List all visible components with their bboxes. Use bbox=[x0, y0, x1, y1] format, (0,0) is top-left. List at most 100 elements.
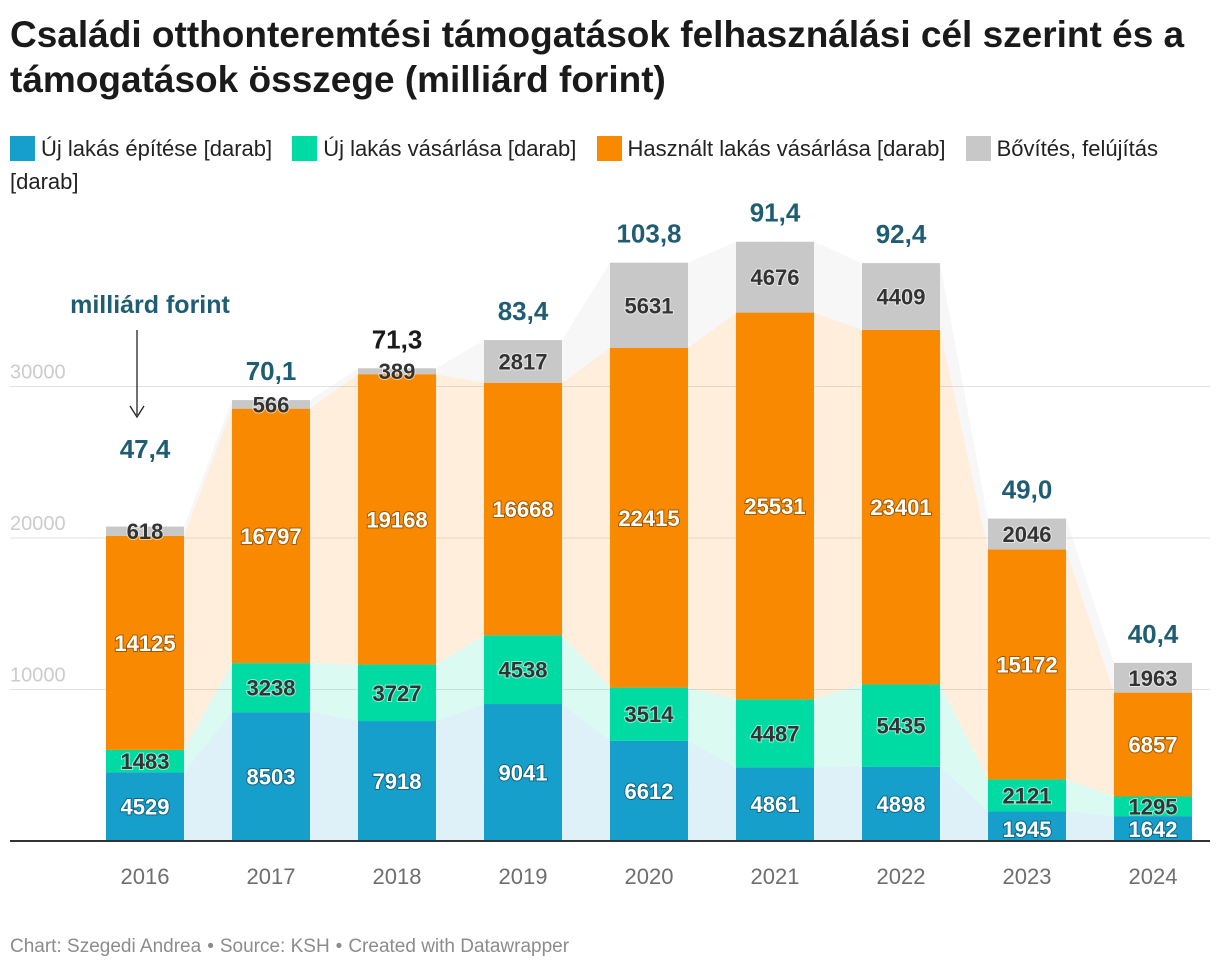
bar-segment-2017-s1 bbox=[232, 712, 310, 841]
bar-segment-2018-s4 bbox=[358, 368, 436, 375]
total-label-2018: 71,3 bbox=[372, 324, 423, 354]
annotation-arrowhead bbox=[129, 405, 145, 419]
y-tick-label: 10000 bbox=[10, 665, 66, 687]
bar-value-label: 2046 bbox=[1003, 522, 1052, 547]
bar-value-label: 6612 bbox=[625, 779, 674, 804]
bar-value-label: 1642 bbox=[1129, 817, 1178, 842]
bar-value-label: 566 bbox=[253, 392, 290, 417]
bar-segment-2023-s3 bbox=[988, 549, 1066, 780]
bar-value-labels: 4529 8503 7918 9041 6612 4861 4898 1945 1642 1483… bbox=[113, 264, 1178, 843]
bar-value-label: 5631 bbox=[625, 293, 674, 318]
bar-value-label: 4487 bbox=[751, 721, 800, 746]
bar-value-label: 3514 bbox=[625, 702, 675, 727]
bar-segment-2017-s4 bbox=[232, 400, 310, 409]
x-tick-label: 2023 bbox=[1003, 864, 1052, 889]
x-tick-label: 2020 bbox=[625, 864, 674, 889]
x-tick-label: 2018 bbox=[373, 864, 422, 889]
bar-segment-2024-s3 bbox=[1114, 692, 1192, 797]
legend-label-used-purchase: Használt lakás vásárlása [darab] bbox=[627, 136, 946, 161]
total-label-2021: 91,4 bbox=[750, 198, 801, 228]
bar-value-label: 25531 bbox=[744, 494, 805, 519]
bar-value-label: 22415 bbox=[618, 506, 679, 531]
total-label-2019: 83,4 bbox=[498, 296, 549, 326]
x-tick-label: 2024 bbox=[1129, 864, 1178, 889]
bar-value-label: 9041 bbox=[499, 761, 548, 786]
x-tick-label: 2021 bbox=[751, 864, 800, 889]
bar-value-label: 14125 bbox=[114, 631, 175, 656]
legend-swatch-new-purchase bbox=[292, 136, 318, 161]
bar-value-label: 2817 bbox=[499, 349, 548, 374]
legend-swatch-renovation bbox=[965, 136, 991, 161]
bar-segment-2016-s2 bbox=[106, 749, 184, 773]
bar-segment-2018-s3 bbox=[358, 374, 436, 665]
bar-value-label: 4861 bbox=[751, 792, 800, 817]
bar-value-label: 1483 bbox=[121, 749, 170, 774]
bar-segment-2020-s4 bbox=[610, 262, 688, 349]
legend-label-renovation: Bővítés, felújítás [darab] bbox=[10, 136, 1158, 194]
bar-segment-2019-s3 bbox=[484, 382, 562, 636]
legend-item-new-purchase: Új lakás vásárlása [darab] bbox=[292, 136, 576, 161]
bar-segment-2022-s3 bbox=[862, 329, 940, 685]
bar-segment-2020-s2 bbox=[610, 687, 688, 741]
bar-segment-2018-s2 bbox=[358, 664, 436, 722]
bar-value-label: 6857 bbox=[1129, 733, 1178, 758]
legend-label-new-build: Új lakás építése [darab] bbox=[41, 136, 273, 161]
bar-value-label: 15172 bbox=[996, 652, 1057, 677]
bar-value-label: 16797 bbox=[240, 524, 301, 549]
bar-segment-2020-s1 bbox=[610, 740, 688, 841]
footer-author: Chart: Szegedi Andrea bbox=[10, 936, 202, 957]
bar-value-label: 3727 bbox=[373, 681, 422, 706]
bar-value-label: 1963 bbox=[1129, 666, 1178, 691]
bar-segment-2024-s4 bbox=[1114, 662, 1192, 693]
x-axis: 2016 2017 2018 2019 2020 2021 2022 2023 2024 bbox=[10, 840, 1210, 889]
bar-segment-2019-s1 bbox=[484, 704, 562, 841]
legend-item-used-purchase: Használt lakás vásárlása [darab] bbox=[596, 136, 946, 161]
bar-value-label: 8503 bbox=[247, 765, 296, 790]
bar-segment-2020-s3 bbox=[610, 348, 688, 688]
bar-segment-2022-s2 bbox=[862, 684, 940, 767]
bar-value-label: 4898 bbox=[877, 792, 926, 817]
bar-segment-2016-s4 bbox=[106, 526, 184, 536]
footer-tool: Created with Datawrapper bbox=[348, 936, 570, 957]
total-label-2023: 49,0 bbox=[1002, 475, 1053, 505]
bar-value-label: 618 bbox=[127, 519, 164, 544]
bar-segment-2021-s3 bbox=[736, 312, 814, 700]
total-label-2024: 40,4 bbox=[1128, 619, 1179, 649]
bar-segment-2024-s2 bbox=[1114, 796, 1192, 817]
total-label-2016: 47,4 bbox=[120, 434, 171, 464]
legend-label-new-purchase: Új lakás vásárlása [darab] bbox=[323, 136, 577, 161]
bar-value-label: 5435 bbox=[877, 714, 926, 739]
bar-value-label: 2121 bbox=[1003, 783, 1052, 808]
legend-swatch-new-build bbox=[10, 136, 35, 161]
bar-value-label: 7918 bbox=[373, 769, 422, 794]
bar-segment-2024-s1 bbox=[1114, 816, 1192, 841]
bar-segment-2023-s2 bbox=[988, 779, 1066, 812]
bar-segment-2021-s2 bbox=[736, 699, 814, 768]
bar-segment-2016-s1 bbox=[106, 772, 184, 841]
total-labels: 47,4 70,1 71,3 83,4 103,8 91,4 92,4 49,0 40,4 bbox=[120, 198, 1179, 649]
footer-source: Source: KSH bbox=[219, 936, 330, 957]
legend-swatch-used-purchase bbox=[596, 136, 622, 161]
y-tick-label: 30000 bbox=[10, 362, 66, 384]
legend-item-new-build: Új lakás építése [darab] bbox=[10, 136, 272, 161]
annotation: milliárd forint bbox=[70, 291, 231, 419]
bar-segment-2016-s3 bbox=[106, 535, 184, 750]
footer-separator: • bbox=[207, 936, 214, 957]
total-label-2017: 70,1 bbox=[246, 356, 297, 386]
x-tick-label: 2019 bbox=[499, 864, 548, 889]
chart-title: Családi otthonteremtési támogatások felh… bbox=[10, 14, 1185, 100]
y-tick-label: 20000 bbox=[10, 513, 66, 535]
x-tick-label: 2017 bbox=[247, 864, 296, 889]
bar-value-label: 23401 bbox=[870, 495, 931, 520]
bar-value-label: 4676 bbox=[751, 265, 800, 290]
bar-segment-2021-s1 bbox=[736, 767, 814, 841]
bar-segment-2022-s4 bbox=[862, 263, 940, 330]
bars bbox=[106, 241, 1192, 841]
bar-segment-2021-s4 bbox=[736, 241, 814, 313]
bar-value-label: 389 bbox=[379, 359, 416, 384]
bar-value-label: 1945 bbox=[1003, 817, 1052, 842]
bar-segment-2023-s4 bbox=[988, 518, 1066, 550]
footer-separator: • bbox=[335, 936, 343, 957]
bar-segment-2018-s1 bbox=[358, 721, 436, 841]
